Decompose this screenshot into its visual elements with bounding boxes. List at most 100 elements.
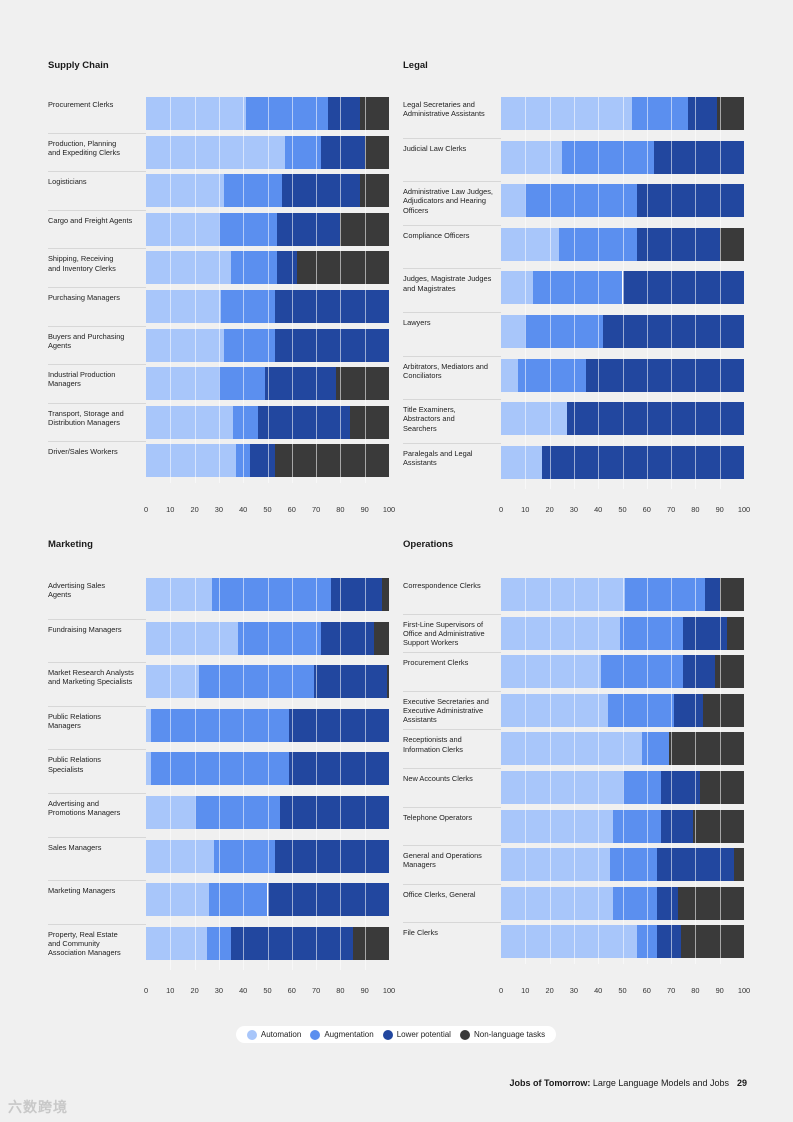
bar-row xyxy=(501,315,744,348)
x-tick-label: 0 xyxy=(498,505,504,514)
gridline xyxy=(695,97,697,490)
category-label: Title Examiners, Abstractors and Searche… xyxy=(403,405,456,433)
gridline xyxy=(719,578,721,964)
category-label: Administrative Law Judges, Adjudicators … xyxy=(403,187,493,215)
bar-segment-automation xyxy=(146,328,224,362)
bar-segment-non-language-tasks xyxy=(678,886,744,920)
x-tick-label: 40 xyxy=(239,505,248,514)
row-separator xyxy=(403,399,501,401)
bar-row xyxy=(501,732,744,766)
bar-segment-non-language-tasks xyxy=(719,227,744,261)
category-label: Advertising and Promotions Managers xyxy=(48,799,121,818)
category-label: Compliance Officers xyxy=(403,230,470,240)
bar-segment-lower-potential xyxy=(274,328,389,362)
bar-segment-automation xyxy=(146,251,232,285)
row-separator xyxy=(48,441,146,443)
x-tick-label: 90 xyxy=(360,505,369,514)
bar-segment-augmentation xyxy=(612,809,662,843)
category-label: Public Relations Specialists xyxy=(48,755,101,774)
row-separator xyxy=(403,613,501,615)
row-separator xyxy=(48,923,146,925)
bar-segment-automation xyxy=(146,926,207,960)
category-label: Cargo and Freight Agents xyxy=(48,215,133,225)
plot-area-legal xyxy=(501,97,744,490)
gridline xyxy=(646,97,648,490)
gridline xyxy=(170,97,172,483)
bar-segment-automation xyxy=(146,290,222,323)
bar-segment-lower-potential xyxy=(320,135,365,169)
x-tick-label: 50 xyxy=(263,505,272,514)
x-tick-label: 60 xyxy=(287,505,296,514)
category-label: Procurement Clerks xyxy=(48,100,114,109)
row-separator xyxy=(403,442,501,444)
category-label: Judicial Law Clerks xyxy=(403,143,467,153)
category-label: Sales Managers xyxy=(48,842,102,852)
row-separator xyxy=(403,883,501,885)
category-label: Paralegals and Legal Assistants xyxy=(403,448,473,468)
bar-segment-augmentation xyxy=(218,212,278,246)
bar-segment-automation xyxy=(501,616,621,650)
legend-label-lower-potential: Lower potential xyxy=(396,1030,451,1039)
x-tick-label: 100 xyxy=(737,986,751,995)
bar-segment-non-language-tasks xyxy=(717,97,744,130)
bar-segment-augmentation xyxy=(223,328,275,362)
gridline xyxy=(194,97,196,483)
gridline xyxy=(622,97,624,490)
row-separator xyxy=(403,729,501,731)
category-label: Buyers and Purchasing Agents xyxy=(48,331,125,350)
row-separator xyxy=(403,181,501,183)
bar-row xyxy=(501,655,744,689)
row-separator xyxy=(48,364,146,366)
chart-title-operations: Operations xyxy=(403,539,454,550)
gridline xyxy=(364,97,366,483)
row-separator xyxy=(403,355,501,357)
legend-item-augmentation: Augmentation xyxy=(310,1029,374,1040)
row-separator xyxy=(48,325,146,327)
x-tick-label: 50 xyxy=(618,505,627,514)
x-tick-label: 70 xyxy=(311,986,321,995)
category-label: New Accounts Clerks xyxy=(403,774,473,783)
bar-segment-automation xyxy=(146,135,285,169)
bar-segment-augmentation xyxy=(518,358,587,392)
category-label: Driver/Sales Workers xyxy=(48,447,118,457)
bar-segment-augmentation xyxy=(561,140,655,174)
bar-segment-non-language-tasks xyxy=(335,367,389,401)
category-label: Market Research Analysts and Marketing S… xyxy=(48,668,134,687)
bar-segment-lower-potential xyxy=(274,290,389,323)
bar-segment-non-language-tasks xyxy=(702,693,744,727)
x-tick-label: 20 xyxy=(545,505,554,514)
x-tick-label: 80 xyxy=(691,505,700,514)
row-separator xyxy=(403,768,501,769)
bar-segment-augmentation xyxy=(231,251,278,285)
category-label: Production, Planning and Expediting Cler… xyxy=(48,138,120,157)
x-tick-label: 50 xyxy=(618,986,627,995)
x-tick-label: 40 xyxy=(239,986,248,995)
bar-segment-non-language-tasks xyxy=(726,616,744,650)
category-label: Telephone Operators xyxy=(403,812,473,822)
bar-segment-non-language-tasks xyxy=(350,405,389,439)
bar-segment-augmentation xyxy=(233,405,258,439)
x-tick-label: 40 xyxy=(594,986,603,995)
bar-segment-augmentation xyxy=(221,290,275,323)
bar-segment-non-language-tasks xyxy=(274,444,389,478)
bar-segment-automation xyxy=(501,655,601,689)
footer-title-rest: Large Language Models and Jobs xyxy=(590,1078,729,1088)
category-label: Procurement Clerks xyxy=(403,658,469,668)
bar-segment-lower-potential xyxy=(250,444,275,478)
bar-segment-augmentation xyxy=(211,578,331,611)
x-tick-label: 30 xyxy=(569,505,579,514)
x-tick-label: 10 xyxy=(521,986,530,995)
row-separator xyxy=(48,793,146,794)
gridline xyxy=(549,578,551,964)
gridline xyxy=(525,578,527,964)
bar-segment-automation xyxy=(146,752,151,786)
bar-segment-augmentation xyxy=(610,848,657,882)
gridline xyxy=(598,578,600,964)
bar-segment-automation xyxy=(501,271,533,305)
bar-segment-automation xyxy=(501,578,625,611)
bar-segment-automation xyxy=(146,444,236,478)
bar-segment-automation xyxy=(146,839,215,873)
bar-segment-augmentation xyxy=(218,367,266,401)
bar-segment-automation xyxy=(146,405,234,439)
bar-segment-automation xyxy=(501,358,518,392)
